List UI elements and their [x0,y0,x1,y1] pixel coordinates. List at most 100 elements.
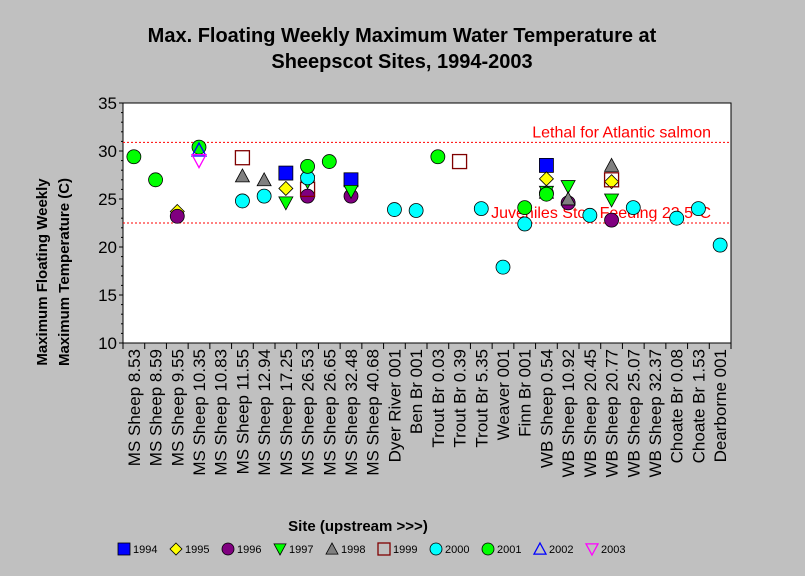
y-axis-label-line: Maximum Temperature (C) [56,178,73,366]
data-point [300,158,315,174]
y-axis: 10 15 20 25 30 35 [98,94,123,353]
x-tick-label: WB Sheep 0.54 [537,349,556,468]
legend: 1994 1995 1996 1997 1998 1999 2000 2001 2002 2003 [117,541,625,557]
data-point [604,212,619,228]
y-tick-label: 10 [98,334,117,353]
x-tick-label: MS Sheep 32.48 [342,349,361,476]
x-tick-label: MS Sheep 8.53 [125,349,144,466]
data-point [451,153,468,170]
y-tick-label: 25 [98,190,117,209]
legend-marker [532,541,548,555]
x-tick-label: WB Sheep 20.77 [603,349,622,478]
legend-label: 2001 [497,544,521,556]
legend-label: 1999 [393,544,417,556]
legend-marker [584,543,600,557]
x-tick-label: WB Sheep 32.37 [646,349,665,478]
x-tick-label: MS Sheep 40.68 [364,349,383,476]
x-tick-label: MS Sheep 10.35 [190,349,209,476]
data-point [278,165,294,181]
legend-marker [273,543,287,556]
x-tick-label: WB Sheep 20.45 [581,349,600,478]
legend-marker [481,542,495,556]
data-point [234,168,251,183]
y-axis-label: Maximum Floating Weekly Maximum Temperatu… [34,178,73,366]
x-tick-label: Trout Br 0.03 [429,349,448,448]
data-point [190,153,208,169]
x-axis-label: Site (upstream >>>) [288,518,428,535]
data-point [473,201,489,217]
legend-label: 1996 [237,544,261,556]
chart-title-line: Sheepscot Sites, 1994-2003 [271,51,532,73]
data-point [603,193,620,208]
x-tick-label: MS Sheep 11.55 [233,349,252,474]
data-point [604,174,620,190]
data-point [603,157,620,172]
y-tick-label: 35 [98,94,117,113]
data-point [234,150,251,166]
legend-label: 2003 [601,544,625,556]
x-tick-label: Ben Br 001 [407,349,426,434]
data-point [387,202,402,217]
x-tick-label: WB Sheep 25.07 [624,349,643,478]
data-point [235,193,250,209]
x-tick-label: WB Sheep 10.92 [559,349,578,478]
data-point [560,180,576,195]
y-axis-label-line: Maximum Floating Weekly [34,178,51,366]
data-point [669,210,685,226]
data-point [691,201,706,217]
x-tick-label: Choate Br 1.53 [689,349,708,463]
x-tick-label: MS Sheep 10.83 [212,349,231,476]
data-point [539,157,554,173]
data-points [126,139,728,275]
data-point [582,207,598,223]
chart-title-line: Max. Floating Weekly Maximum Water Tempe… [148,25,657,47]
x-axis: MS Sheep 8.53 MS Sheep 8.59 MS Sheep 9.55 M… [122,343,732,478]
data-point [625,200,641,216]
data-point [126,149,142,165]
x-tick-label: MS Sheep 12.94 [255,349,274,476]
data-point [343,184,359,200]
data-point [321,154,337,169]
data-point [495,259,511,275]
x-tick-label: Weaver 001 [494,349,513,440]
y-tick-label: 20 [98,238,117,257]
data-point [430,149,446,165]
data-point [712,237,728,253]
reference-line-label: Lethal for Atlantic salmon [532,124,711,141]
y-tick-label: 15 [98,286,117,305]
legend-marker [429,542,443,556]
legend-label: 1995 [185,544,209,556]
data-point [169,208,185,224]
data-point [517,200,533,216]
legend-label: 1994 [133,544,157,556]
data-point [190,141,208,157]
x-tick-label: Finn Br 001 [516,349,535,437]
legend-label: 2002 [549,544,573,556]
data-point [408,203,424,218]
reference-lines: Lethal for Atlantic salmon Juveniles Stop… [123,124,731,224]
data-point [278,196,294,211]
legend-marker [221,542,235,556]
x-tick-label: Trout Br 0.39 [451,349,470,448]
legend-label: 1998 [341,544,365,556]
data-point [560,191,576,206]
legend-label: 2000 [445,544,469,556]
x-tick-label: MS Sheep 26.65 [320,349,339,476]
x-tick-label: Dyer River 001 [385,349,404,462]
x-tick-label: Choate Br 0.08 [668,349,687,463]
legend-marker [325,542,339,555]
data-point [343,172,359,188]
x-tick-label: MS Sheep 26.53 [299,349,318,476]
legend-marker [377,542,391,556]
data-point [539,186,554,202]
x-tick-label: MS Sheep 17.25 [277,349,296,476]
data-point [517,216,533,232]
legend-label: 1997 [289,544,313,556]
x-tick-label: MS Sheep 8.59 [147,349,166,466]
data-point [603,172,620,188]
data-point [256,188,272,204]
legend-marker [169,542,183,556]
y-tick-label: 30 [98,142,117,161]
chart-title: Max. Floating Weekly Maximum Water Tempe… [148,25,657,73]
